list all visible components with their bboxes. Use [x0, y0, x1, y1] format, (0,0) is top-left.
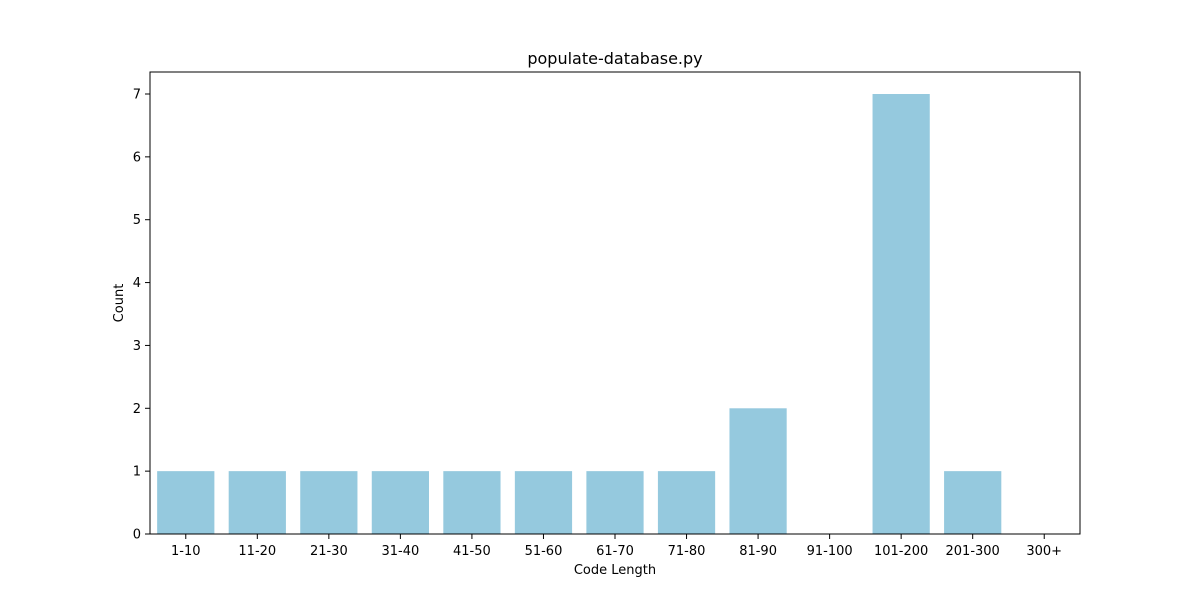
x-axis-label: Code Length	[574, 563, 656, 578]
x-tick-label: 1-10	[171, 544, 201, 559]
y-tick-label: 5	[133, 213, 141, 228]
bar-61-70	[586, 471, 644, 534]
bar-51-60	[514, 471, 573, 534]
bar-31-40	[371, 471, 429, 534]
bar-201-300	[944, 471, 1002, 534]
bars-layer	[157, 94, 1002, 534]
bar-1-10	[157, 471, 215, 534]
bar-71-80	[657, 471, 716, 534]
x-tick-label: 101-200	[874, 544, 928, 559]
x-tick-label: 201-300	[946, 544, 1000, 559]
x-tick-label: 31-40	[381, 544, 419, 559]
bar-41-50	[443, 471, 501, 534]
x-tick-label: 11-20	[238, 544, 276, 559]
y-tick-label: 3	[133, 339, 141, 354]
y-tick-label: 1	[133, 465, 141, 480]
y-tick-label: 0	[133, 528, 141, 543]
bar-81-90	[729, 408, 787, 534]
y-axis-label: Count	[112, 284, 127, 323]
x-tick-label: 81-90	[739, 544, 777, 559]
chart-title: populate-database.py	[527, 49, 702, 68]
x-axis-ticks: 1-10 11-20 21-30 31-40 41-50 51-60 61-70 71-80 8…	[171, 534, 1062, 559]
plot-frame	[149, 71, 1081, 535]
bar-21-30	[300, 471, 358, 534]
x-tick-label: 71-80	[668, 544, 706, 559]
x-tick-label: 21-30	[310, 544, 348, 559]
y-tick-label: 7	[133, 88, 141, 103]
y-tick-label: 6	[133, 150, 141, 165]
x-tick-label: 300+	[1026, 544, 1062, 559]
x-tick-label: 41-50	[453, 544, 491, 559]
y-tick-label: 4	[133, 276, 141, 291]
y-axis-ticks: 0 1 2 3 4 5 6 7	[133, 88, 150, 543]
bar-11-20	[228, 471, 286, 534]
y-tick-label: 2	[133, 402, 141, 417]
x-tick-label: 91-100	[807, 544, 853, 559]
x-tick-label: 51-60	[525, 544, 563, 559]
bar-101-200	[872, 94, 930, 534]
x-tick-label: 61-70	[596, 544, 634, 559]
